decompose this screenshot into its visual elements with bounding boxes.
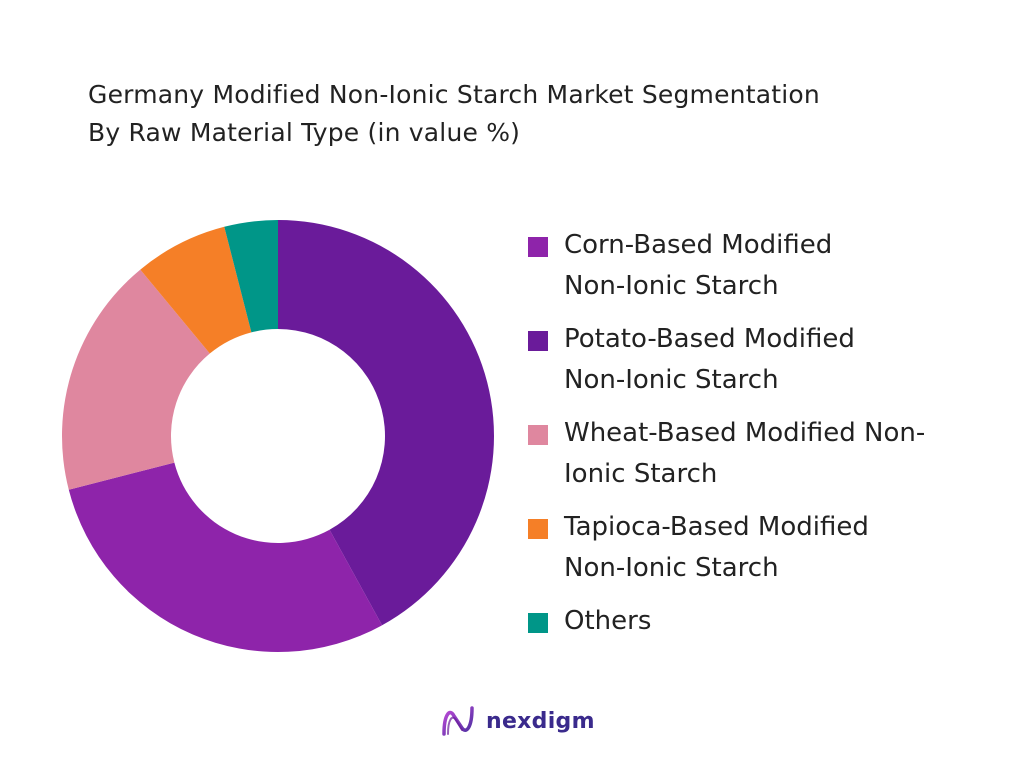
- legend-label-corn: Corn-Based Modified Non-Ionic Starch: [564, 230, 833, 301]
- donut-slice-2: [68, 462, 383, 652]
- legend-label-potato: Potato-Based Modified Non-Ionic Starch: [564, 324, 855, 395]
- donut-chart: [62, 220, 495, 652]
- brand-logo: nexdigm: [440, 704, 595, 738]
- chart-title: Germany Modified Non-Ionic Starch Market…: [88, 76, 820, 152]
- legend-item-wheat: Wheat-Based Modified Non- Ionic Starch: [528, 413, 1018, 495]
- legend-item-potato: Potato-Based Modified Non-Ionic Starch: [528, 319, 1018, 401]
- chart-legend: Corn-Based Modified Non-Ionic Starch Pot…: [528, 225, 1018, 654]
- donut-slice-5: [224, 220, 278, 333]
- legend-item-others: Others: [528, 601, 1018, 642]
- legend-label-tapioca: Tapioca-Based Modified Non-Ionic Starch: [564, 512, 869, 583]
- legend-swatch-tapioca: [528, 519, 548, 539]
- chart-title-line-2: By Raw Material Type (in value %): [88, 118, 521, 147]
- legend-label-others: Others: [564, 606, 652, 636]
- donut-slice-3: [62, 269, 210, 490]
- donut-slice-1: [278, 220, 495, 626]
- donut-slice-4: [140, 226, 252, 354]
- legend-swatch-wheat: [528, 425, 548, 445]
- nexdigm-logo-icon: [442, 706, 474, 736]
- legend-item-corn: Corn-Based Modified Non-Ionic Starch: [528, 225, 1018, 307]
- brand-name: nexdigm: [486, 708, 595, 734]
- legend-label-wheat: Wheat-Based Modified Non- Ionic Starch: [564, 418, 926, 489]
- legend-swatch-corn: [528, 237, 548, 257]
- legend-swatch-others: [528, 613, 548, 633]
- legend-item-tapioca: Tapioca-Based Modified Non-Ionic Starch: [528, 507, 1018, 589]
- legend-swatch-potato: [528, 331, 548, 351]
- chart-title-line-1: Germany Modified Non-Ionic Starch Market…: [88, 80, 820, 109]
